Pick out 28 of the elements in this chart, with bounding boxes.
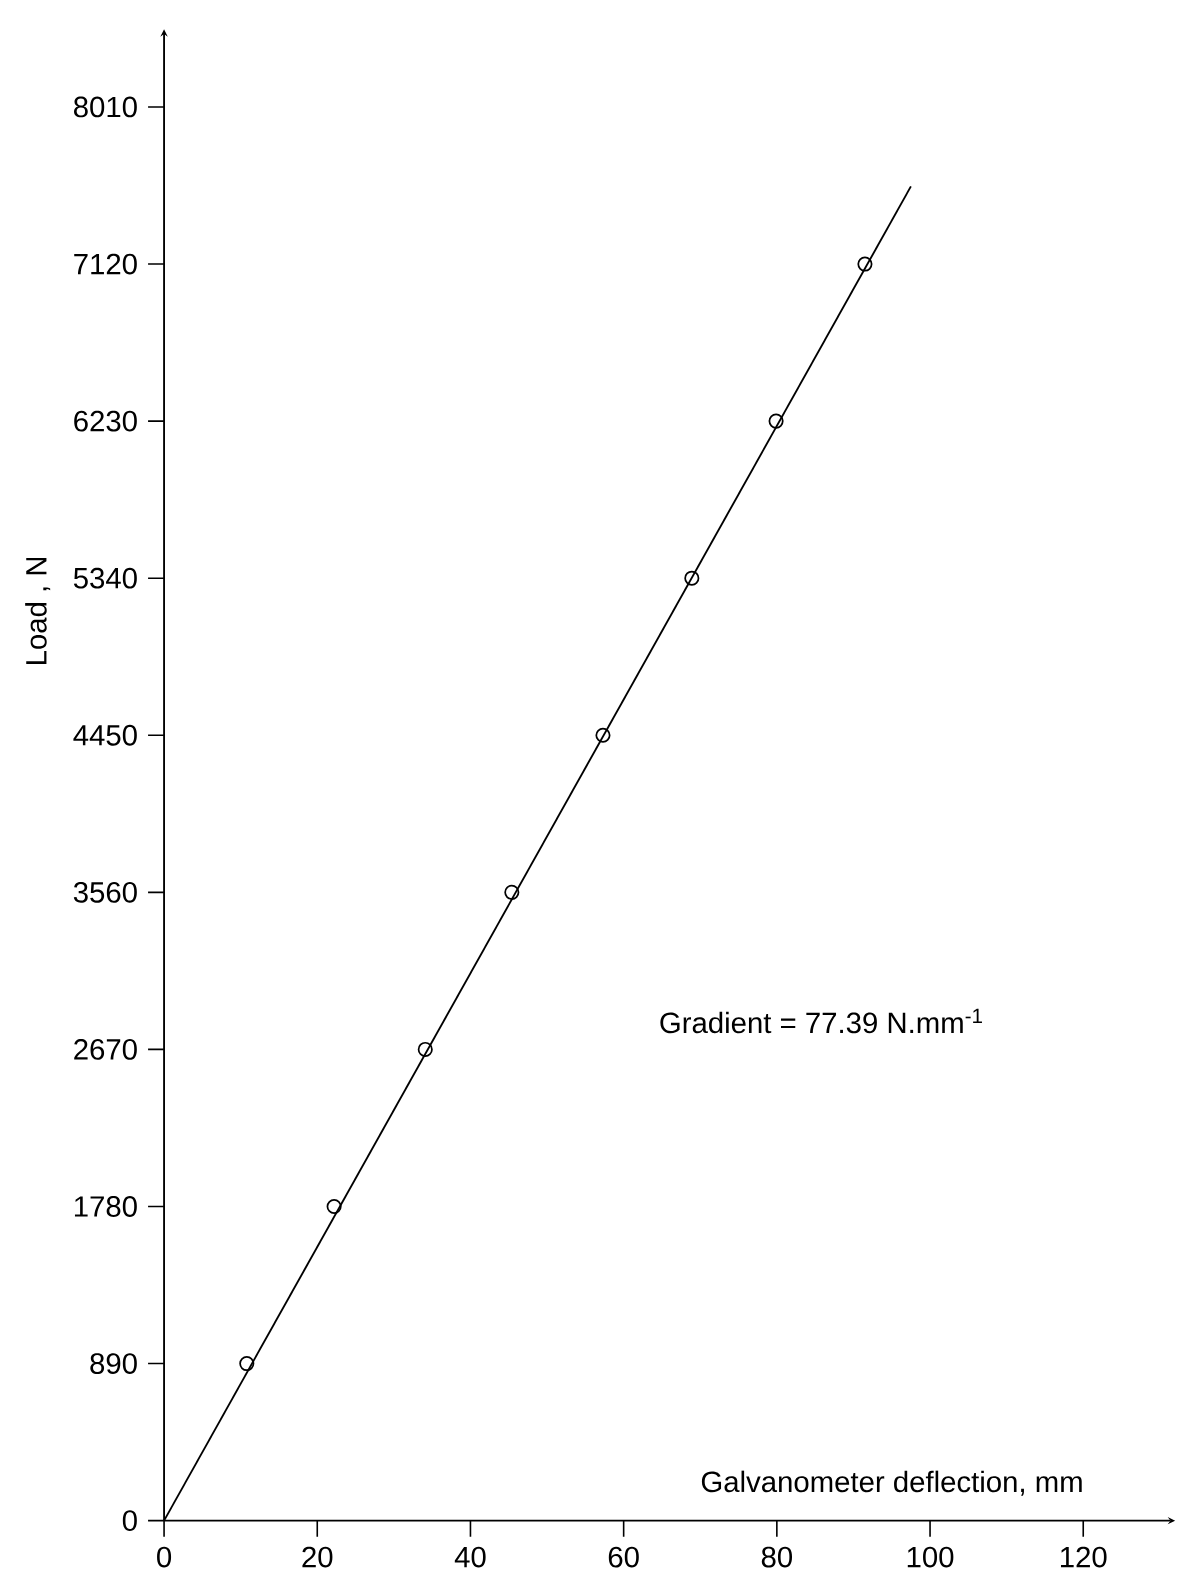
y-tick-label: 3560 [73, 881, 137, 903]
y-tick-label: 0 [122, 1510, 137, 1532]
point [417, 1041, 433, 1057]
y-tick-label: 5340 [73, 567, 137, 589]
y-tick-label: 2670 [74, 1039, 137, 1060]
x-tick-label: 20 [302, 1546, 333, 1568]
annotation: Gradient = 77.39 N.mm$^{-1}$ [660, 1008, 983, 1034]
point [684, 570, 700, 586]
x-tick-label: 80 [761, 1546, 793, 1568]
y-tick-label: 7120 [74, 253, 137, 275]
y-axis-title: Load , N [25, 557, 51, 664]
point [857, 256, 873, 272]
point [595, 727, 611, 743]
point [768, 413, 784, 429]
point [239, 1356, 255, 1372]
y-tick-label: 890 [90, 1353, 137, 1374]
x-tick-label: 120 [1061, 1546, 1107, 1568]
x-tick-label: 60 [608, 1546, 639, 1568]
x-tick-label: 40 [454, 1546, 486, 1568]
x-axis-title: Galvanometer deflection, mm [701, 1470, 1082, 1496]
x-tick-label: 100 [907, 1546, 954, 1568]
y-tick-label: 6230 [74, 410, 137, 432]
point [504, 884, 520, 900]
y-tick-label: 1780 [75, 1196, 137, 1217]
x-tick-label: 0 [157, 1546, 172, 1568]
y-tick-label: 8010 [74, 96, 137, 118]
y-tick-label: 4450 [73, 724, 137, 746]
point [326, 1198, 342, 1215]
